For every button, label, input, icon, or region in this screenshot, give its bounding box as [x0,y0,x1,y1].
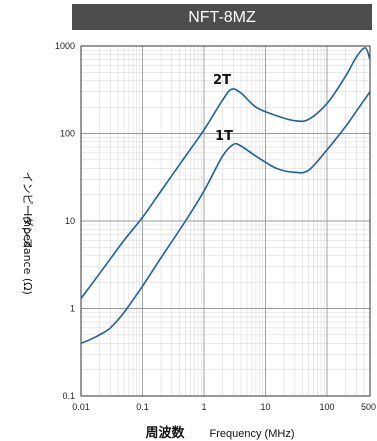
y-tick-labels: 1000 100 10 1 0.1 [55,41,75,401]
series-layer [80,47,371,345]
y-tick-label: 0.1 [62,391,75,401]
x-tick-labels: 0.01 0.1 1 10 100 500 [72,402,376,412]
y-axis-label-en: Impedance (Ω) [21,213,34,295]
x-tick-label: 100 [319,402,334,412]
y-tick-label: 10 [65,216,75,226]
curve-label-1t: 1T [215,129,233,144]
x-tick-label: 1 [201,402,206,412]
title-bar [72,4,372,30]
y-tick-label: 100 [60,129,75,139]
series-line-2t [80,47,371,299]
x-axis-label-jp: 周波数 [145,425,185,441]
x-tick-label: 10 [261,402,271,412]
x-tick-label: 0.01 [72,402,90,412]
x-tick-label: 500 [361,402,376,412]
plot-frame [80,45,371,397]
curve-label-2t: 2T [213,73,231,88]
y-tick-label: 1 [70,304,75,314]
series-line-1t [80,91,371,345]
chart-title: NFT-8MZ [188,9,256,26]
y-axis-label-jp: インピーダンス [21,172,35,249]
x-axis-label-en: Frequency (MHz) [210,428,295,440]
y-tick-label: 1000 [55,41,75,51]
x-tick-label: 0.1 [136,402,149,412]
